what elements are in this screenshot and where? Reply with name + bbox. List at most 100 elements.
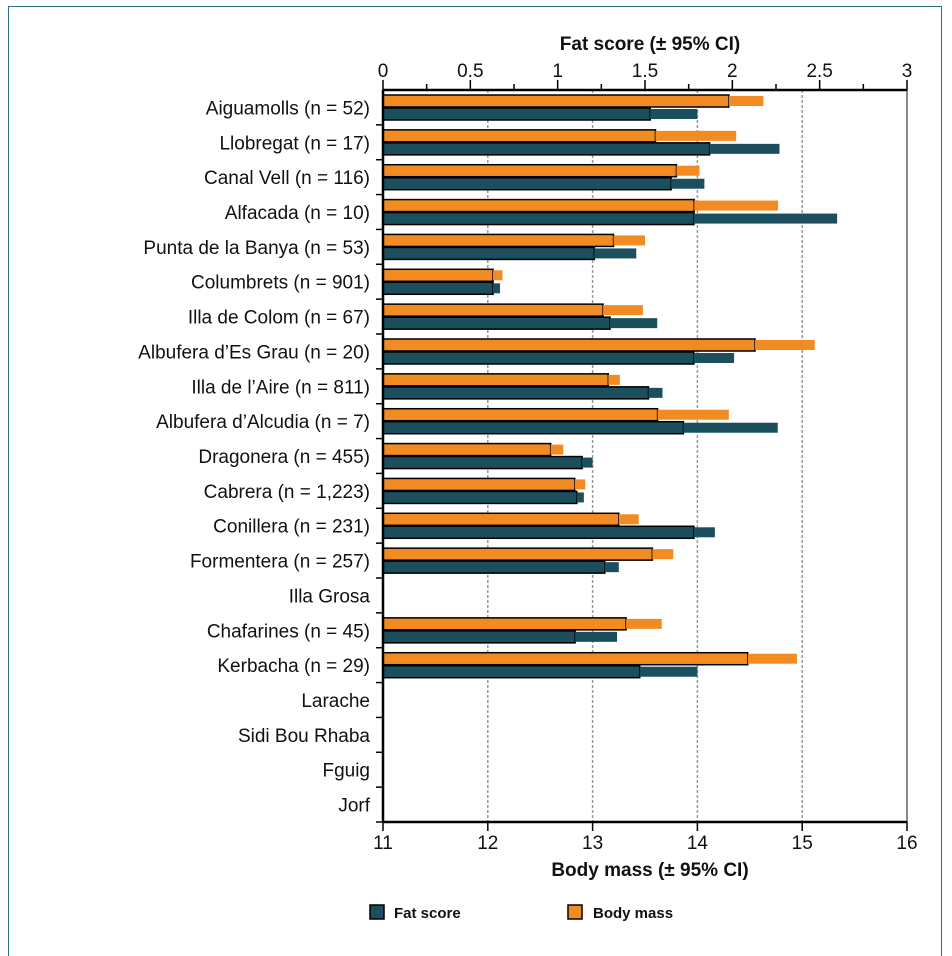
bottom-axis-ticks: 11 12 13 14 15 16 [373,833,917,854]
category-label: Chafarines (n = 45) [207,621,370,642]
body-mass-bar [382,547,654,561]
top-axis-title: Fat score (± 95% CI) [560,34,740,55]
axes [376,80,908,831]
category-label: Illa de l’Aire (n = 811) [191,377,370,398]
fat-score-bar [382,525,695,540]
bars [382,94,838,679]
body-mass-bar [382,651,749,666]
category-label: Columbrets (n = 901) [191,273,370,294]
fat-score-bar [382,630,576,644]
bottom-axis-title: Body mass (± 95% CI) [551,860,748,881]
body-mass-bar [382,338,756,352]
body-mass-bar [382,198,696,213]
body-mass-ci [655,130,737,141]
category-label: Jorf [338,796,370,817]
category-label: Formentera (n = 257) [190,552,370,573]
fat-score-ci [693,527,715,538]
body-mass-ci [676,165,700,176]
body-mass-ci [755,340,815,350]
body-mass-bar [382,442,552,457]
fat-score-bar [382,351,695,365]
body-mass-bar [382,268,494,283]
fat-score-ci [493,283,501,294]
fat-score-ci [594,248,637,259]
top-tick-label: 2 [727,61,738,82]
legend-label-body-mass: Body mass [593,905,673,922]
body-mass-bar [382,233,615,248]
legend-swatch-fat-score [369,904,385,920]
body-mass-ci [747,653,797,664]
category-label: Larache [301,691,370,712]
fat-score-bar [382,246,596,261]
category-label: Fguig [322,761,370,782]
fat-score-bar [382,142,711,156]
fat-score-bar [382,211,695,226]
body-mass-ci [603,305,643,316]
legend-swatch-body-mass [567,904,583,920]
fat-score-bar [382,420,685,435]
bottom-tick-label: 15 [792,833,813,854]
category-label: Aiguamolls (n = 52) [206,98,370,119]
fat-score-ci [582,457,593,468]
fat-score-ci [610,318,658,329]
body-mass-bar [382,129,657,143]
category-labels: Aiguamolls (n = 52) Llobregat (n = 17) Can… [138,98,371,816]
fat-score-bar [382,490,578,505]
body-mass-bar [382,477,576,492]
top-tick-label: 3 [902,61,913,82]
category-label: Canal Vell (n = 116) [204,168,370,189]
legend: Fat score Body mass [369,904,673,922]
top-tick-label: 1 [552,61,563,82]
category-label: Llobregat (n = 17) [219,133,370,154]
body-mass-bar [382,163,678,178]
body-mass-ci [618,514,639,525]
category-label: Illa Grosa [289,586,371,607]
fat-score-bar [382,107,651,121]
bottom-tick-label: 14 [687,833,709,854]
body-mass-bar [382,617,627,631]
body-mass-ci [574,479,586,490]
fat-score-ci [648,387,663,398]
category-label: Cabrera (n = 1,223) [204,482,370,503]
fat-score-ci [575,631,618,642]
fat-score-bar [382,281,494,296]
category-label: Dragonera (n = 455) [198,447,370,468]
fat-score-bar [382,386,650,400]
body-mass-ci [694,200,779,211]
category-label: Punta de la Banya (n = 53) [143,238,370,259]
fat-score-ci [709,143,780,154]
body-mass-ci [608,374,620,385]
body-mass-ci [626,618,662,629]
body-mass-bar [382,407,659,422]
body-mass-ci [652,549,674,560]
fat-score-ci [683,422,778,433]
category-label: Illa de Colom (n = 67) [188,308,370,329]
fat-score-bar [382,664,641,679]
bottom-tick-label: 11 [373,833,393,854]
chart-frame [8,6,942,956]
fat-score-ci [671,178,705,189]
body-mass-bar [382,303,604,317]
body-mass-bar [382,373,610,387]
bottom-tick-label: 13 [582,833,603,854]
body-mass-ci [550,444,564,455]
category-label: Albufera d’Es Grau (n = 20) [138,342,370,363]
fat-score-ci [693,213,838,224]
top-tick-label: 2.5 [806,61,832,82]
fat-score-ci [576,492,584,503]
bottom-tick-label: 12 [477,833,498,854]
top-axis-ticks: 0 0.5 1 1.5 2 2.5 3 [378,61,913,82]
category-label: Kerbacha (n = 29) [217,656,370,677]
category-label: Alfacada (n = 10) [225,203,370,224]
body-mass-ci [728,96,764,106]
fat-score-bar [382,560,606,574]
fat-score-ci [604,562,619,573]
fat-score-bar [382,176,672,191]
fat-score-bar [382,455,583,470]
top-tick-label: 0 [378,61,389,82]
category-label: Sidi Bou Rhaba [238,726,370,747]
body-mass-bar [382,512,620,527]
fat-score-ci [693,353,735,363]
body-mass-ci [657,409,729,420]
